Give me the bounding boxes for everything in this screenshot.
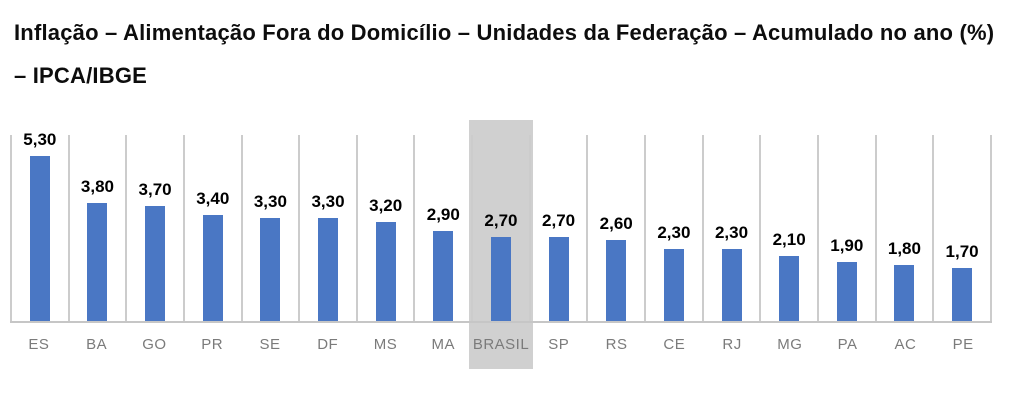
bar-MA <box>433 230 454 321</box>
category-label-RS: RS <box>605 335 628 353</box>
value-label-MG: 2,10 <box>772 229 806 249</box>
chart-column-PE: 1,70 <box>932 134 992 321</box>
value-label-SP: 2,70 <box>542 211 576 231</box>
chart-column-MA: 2,90 <box>413 134 471 321</box>
bar-PE <box>952 268 973 321</box>
value-label-SE: 3,30 <box>253 192 287 212</box>
category-label-ES: ES <box>28 335 50 353</box>
bar-RS <box>606 240 627 321</box>
category-label-PA: PA <box>837 335 858 353</box>
bar-AC <box>894 264 915 321</box>
chart-column-BRASIL: 2,70 <box>471 134 529 321</box>
category-label-CE: CE <box>663 335 686 353</box>
category-label-GO: GO <box>142 335 167 353</box>
category-label-RJ: RJ <box>722 335 742 353</box>
value-label-RS: 2,60 <box>599 214 633 234</box>
value-label-PR: 3,40 <box>196 189 230 209</box>
bar-DF <box>318 218 339 321</box>
value-label-PA: 1,90 <box>830 235 864 255</box>
chart-column-PR: 3,40 <box>182 134 241 321</box>
category-label-MS: MS <box>373 335 398 353</box>
chart-column-CE: 2,30 <box>644 134 702 321</box>
category-label-PE: PE <box>952 335 974 353</box>
chart-column-ES: 5,30 <box>10 130 68 321</box>
value-label-BA: 3,80 <box>80 176 114 196</box>
chart-column-PA: 1,90 <box>816 134 875 321</box>
category-axis: ES BA GO PR SE DF MS MA BRASIL SP RS CE RJ MG PA AC PE <box>10 323 992 369</box>
chart-column-RS: 2,60 <box>586 134 644 321</box>
bar-ES <box>29 156 50 321</box>
value-label-MS: 3,20 <box>369 195 403 215</box>
chart-title: Inflação – Alimentação Fora do Domicílio… <box>14 20 995 88</box>
bar-PR <box>202 215 223 321</box>
chart-column-SE: 3,30 <box>240 134 299 321</box>
chart-column-RJ: 2,30 <box>701 134 760 321</box>
bar-CE <box>663 249 684 321</box>
bar-GO <box>145 206 166 321</box>
bar-PA <box>836 261 857 321</box>
plot-area: 5,30 3,80 3,70 3,40 3,30 3,30 3,20 2,90 2,70 2,70… <box>10 130 992 323</box>
chart-column-AC: 1,80 <box>874 134 933 321</box>
chart-column-DF: 3,30 <box>298 134 356 321</box>
category-label-BRASIL: BRASIL <box>472 335 530 353</box>
value-label-GO: 3,70 <box>138 180 172 200</box>
bar-BRASIL <box>490 237 511 321</box>
value-label-AC: 1,80 <box>887 238 921 258</box>
category-label-AC: AC <box>894 335 917 353</box>
value-label-PE: 1,70 <box>945 242 979 262</box>
value-label-RJ: 2,30 <box>714 223 749 243</box>
bar-SP <box>548 237 569 321</box>
chart-column-MG: 2,10 <box>759 134 817 321</box>
bar-BA <box>87 202 108 321</box>
value-label-MA: 2,90 <box>426 204 460 224</box>
bar-MS <box>375 221 396 321</box>
category-label-PR: PR <box>201 335 224 353</box>
bar-chart: 5,30 3,80 3,70 3,40 3,30 3,30 3,20 2,90 2,70 2,70… <box>10 119 992 369</box>
chart-column-MS: 3,20 <box>355 134 414 321</box>
category-label-BA: BA <box>86 335 108 353</box>
value-label-CE: 2,30 <box>657 223 691 243</box>
category-label-MA: MA <box>431 335 455 353</box>
category-label-SE: SE <box>259 335 281 353</box>
value-label-ES: 5,30 <box>23 130 57 150</box>
category-label-SP: SP <box>548 335 570 353</box>
category-label-DF: DF <box>317 335 339 353</box>
chart-column-GO: 3,70 <box>125 134 183 321</box>
value-label-DF: 3,30 <box>311 192 345 212</box>
category-label-MG: MG <box>777 335 803 353</box>
bar-RJ <box>721 249 742 321</box>
chart-column-SP: 2,70 <box>528 134 587 321</box>
chart-column-BA: 3,80 <box>67 134 126 321</box>
bar-SE <box>260 218 281 321</box>
bar-MG <box>779 255 800 321</box>
value-label-BRASIL: 2,70 <box>484 211 518 231</box>
